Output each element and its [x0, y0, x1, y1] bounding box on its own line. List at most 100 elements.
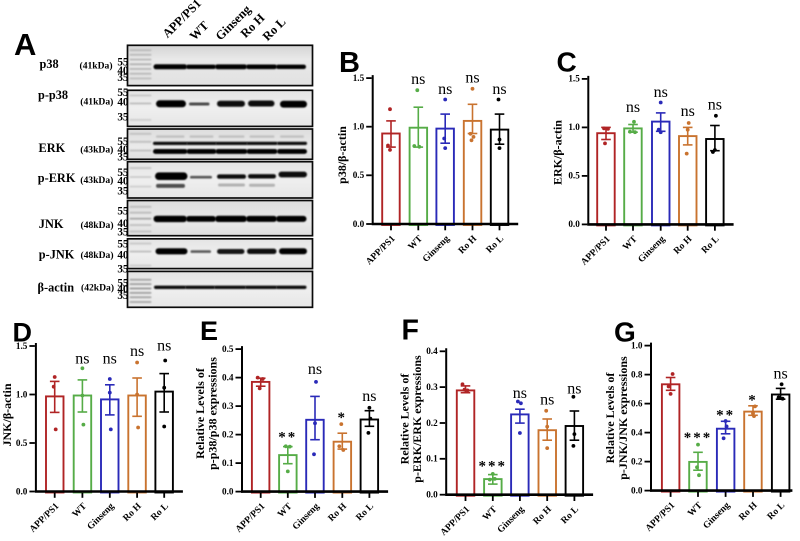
svg-text:55: 55 — [117, 206, 129, 218]
svg-text:WT: WT — [481, 504, 500, 523]
svg-text:55: 55 — [117, 87, 129, 99]
svg-text:Ro L: Ro L — [766, 501, 787, 522]
svg-text:ns: ns — [438, 81, 452, 98]
svg-text:Relative Levels of: Relative Levels of — [397, 373, 411, 465]
svg-text:0.0: 0.0 — [568, 219, 580, 229]
svg-text:0.2: 0.2 — [631, 456, 643, 466]
svg-text:35: 35 — [117, 72, 129, 84]
svg-text:0.5: 0.5 — [568, 171, 580, 181]
svg-text:APP/PS1: APP/PS1 — [364, 234, 397, 267]
svg-text:ns: ns — [362, 388, 376, 405]
svg-text:Ro H: Ro H — [122, 501, 145, 524]
svg-text:1.0: 1.0 — [631, 340, 643, 350]
svg-text:A: A — [14, 27, 36, 62]
svg-text:55: 55 — [117, 136, 129, 148]
svg-text:0.4: 0.4 — [426, 346, 438, 356]
svg-text:Ginseng: Ginseng — [637, 234, 668, 265]
svg-text:Relative Levels of: Relative Levels of — [603, 372, 617, 464]
svg-text:**: ** — [278, 430, 297, 446]
svg-text:JNK: JNK — [39, 217, 64, 231]
svg-text:Ro L: Ro L — [560, 505, 581, 526]
svg-text:ns: ns — [708, 97, 722, 114]
svg-text:***: *** — [479, 458, 508, 474]
svg-text:40: 40 — [117, 218, 129, 230]
svg-text:WT: WT — [276, 501, 295, 520]
svg-text:0.8: 0.8 — [631, 369, 643, 379]
svg-text:C: C — [557, 47, 577, 78]
svg-text:F: F — [402, 314, 419, 346]
svg-text:**: ** — [716, 408, 735, 424]
svg-text:55: 55 — [117, 57, 129, 69]
svg-text:1.0: 1.0 — [16, 389, 28, 399]
svg-text:0.5: 0.5 — [353, 170, 365, 180]
svg-text:0.0: 0.0 — [222, 486, 234, 496]
svg-text:Ro H: Ro H — [672, 234, 695, 257]
svg-text:G: G — [614, 316, 636, 347]
svg-text:35: 35 — [117, 227, 129, 239]
svg-text:0.0: 0.0 — [16, 486, 28, 496]
svg-text:40: 40 — [117, 176, 129, 188]
svg-text:Ro H: Ro H — [532, 504, 555, 527]
svg-text:p-JNK/JNK expressions: p-JNK/JNK expressions — [616, 356, 630, 480]
svg-text:0.0: 0.0 — [353, 219, 365, 229]
svg-text:40: 40 — [117, 144, 129, 156]
svg-text:APP/PS1: APP/PS1 — [234, 501, 267, 534]
svg-text:p-ERK: p-ERK — [38, 171, 76, 185]
svg-text:WT: WT — [621, 234, 640, 253]
svg-text:0.2: 0.2 — [222, 429, 234, 439]
svg-text:WT: WT — [71, 501, 90, 520]
svg-text:p-p38: p-p38 — [38, 88, 68, 102]
svg-text:40: 40 — [117, 65, 129, 77]
svg-text:β-actin: β-actin — [38, 281, 75, 295]
svg-text:ns: ns — [157, 337, 171, 354]
svg-text:ERK/β-actin: ERK/β-actin — [550, 120, 564, 185]
svg-text:D: D — [13, 317, 33, 347]
svg-text:ns: ns — [567, 381, 581, 398]
svg-text:55: 55 — [117, 167, 129, 179]
svg-text:0.4: 0.4 — [222, 372, 234, 382]
svg-text:WT: WT — [686, 500, 705, 519]
svg-text:(43kDa): (43kDa) — [80, 145, 113, 156]
svg-text:40: 40 — [117, 249, 129, 261]
svg-text:ns: ns — [681, 103, 695, 120]
svg-text:Ro L: Ro L — [149, 502, 170, 523]
svg-text:Ginseng: Ginseng — [86, 501, 117, 532]
svg-text:ERK: ERK — [39, 141, 66, 155]
svg-text:ns: ns — [130, 343, 144, 360]
svg-text:p-JNK: p-JNK — [39, 248, 75, 262]
svg-text:ns: ns — [654, 84, 668, 101]
svg-text:Ro L: Ro L — [485, 234, 506, 255]
svg-text:0.4: 0.4 — [631, 427, 643, 437]
svg-text:0.3: 0.3 — [426, 382, 438, 392]
svg-text:ns: ns — [492, 81, 506, 98]
svg-text:p-ERK/ERK expressions: p-ERK/ERK expressions — [410, 355, 424, 483]
svg-text:ns: ns — [411, 71, 425, 88]
svg-text:(48kDa): (48kDa) — [81, 220, 114, 231]
svg-text:Ginseng: Ginseng — [291, 501, 322, 532]
svg-text:Ro H: Ro H — [457, 234, 480, 257]
svg-text:Ro H: Ro H — [737, 500, 760, 523]
svg-text:0.3: 0.3 — [222, 401, 234, 411]
svg-text:(43kDa): (43kDa) — [80, 175, 113, 186]
svg-text:APP/PS1: APP/PS1 — [644, 500, 677, 533]
svg-text:40: 40 — [117, 97, 129, 109]
svg-text:0.1: 0.1 — [426, 454, 438, 464]
svg-text:0.6: 0.6 — [631, 398, 643, 408]
svg-text:0.0: 0.0 — [426, 490, 438, 500]
svg-text:1.0: 1.0 — [568, 122, 580, 132]
svg-text:Ro L: Ro L — [700, 234, 721, 255]
svg-text:Ginseng: Ginseng — [421, 234, 452, 265]
svg-text:p-p38/p38 expressions: p-p38/p38 expressions — [206, 357, 220, 470]
svg-text:APP/PS1: APP/PS1 — [28, 501, 61, 534]
svg-text:55: 55 — [117, 239, 129, 251]
svg-text:1.0: 1.0 — [353, 122, 365, 132]
svg-text:35: 35 — [117, 186, 129, 198]
svg-text:ns: ns — [308, 361, 322, 378]
svg-text:WT: WT — [407, 234, 426, 253]
svg-text:ns: ns — [513, 385, 527, 402]
svg-text:WT: WT — [187, 18, 212, 43]
svg-text:ns: ns — [773, 366, 787, 383]
svg-text:(42kDa): (42kDa) — [81, 283, 114, 294]
svg-text:ns: ns — [626, 99, 640, 116]
svg-text:1.5: 1.5 — [16, 341, 28, 351]
